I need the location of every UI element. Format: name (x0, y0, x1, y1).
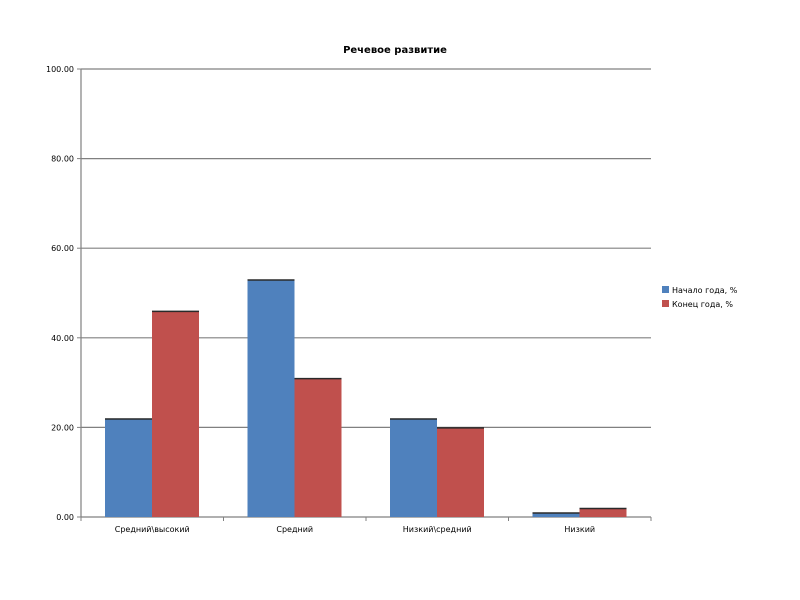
category-label: Низкий\средний (403, 525, 472, 534)
bars (105, 279, 627, 517)
y-tick-label: 60.00 (51, 244, 74, 253)
y-tick-label: 0.00 (56, 513, 74, 522)
bar (390, 418, 437, 517)
legend-label: Конец года, % (672, 300, 733, 309)
legend-swatch (662, 300, 669, 307)
y-tick-labels: 0.00 20.00 40.00 60.00 80.00 100.00 (46, 65, 74, 522)
y-tick-label: 100.00 (46, 65, 74, 74)
y-tick-label: 20.00 (51, 423, 74, 432)
y-tick-label: 80.00 (51, 155, 74, 164)
chart-title: Речевое развитие (343, 45, 447, 56)
bar (152, 310, 199, 517)
legend: Начало года, % Конец года, % (662, 286, 738, 309)
y-tick-label: 40.00 (51, 334, 74, 343)
bar (247, 279, 295, 517)
category-label: Низкий (564, 525, 595, 534)
category-labels: Средний\высокий Средний Низкий\средний Низк… (115, 525, 595, 534)
bar (579, 508, 627, 517)
bar (105, 418, 152, 517)
category-label: Средний\высокий (115, 525, 190, 534)
bar (294, 378, 342, 517)
bar (437, 427, 484, 517)
legend-label: Начало года, % (672, 286, 738, 295)
legend-swatch (662, 286, 669, 293)
category-label: Средний (276, 525, 313, 534)
bar (532, 512, 580, 517)
